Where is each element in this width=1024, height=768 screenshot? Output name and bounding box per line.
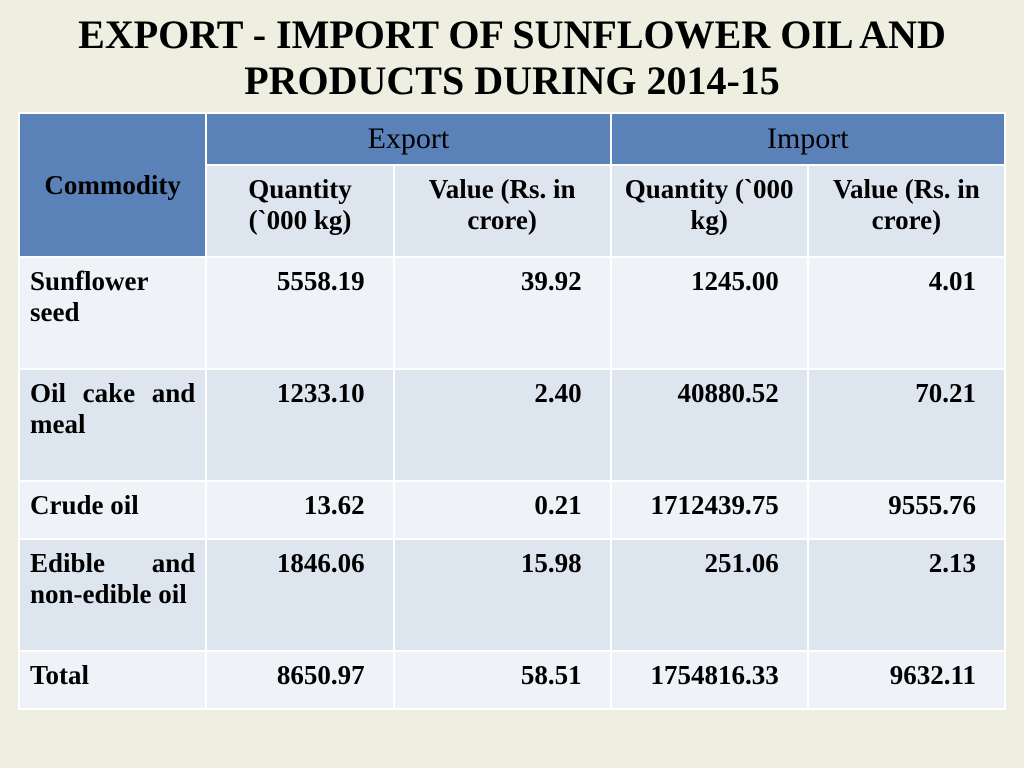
cell-value: 1712439.75 <box>611 481 808 539</box>
table-row: Edible and non-edible oil 1846.06 15.98 … <box>19 539 1005 651</box>
table-row: Crude oil 13.62 0.21 1712439.75 9555.76 <box>19 481 1005 539</box>
col-header-exp-qty: Quantity (`000 kg) <box>206 165 393 257</box>
row-label: Total <box>19 651 206 709</box>
cell-value: 9632.11 <box>808 651 1005 709</box>
cell-value: 70.21 <box>808 369 1005 481</box>
cell-value: 0.21 <box>394 481 611 539</box>
cell-value: 2.13 <box>808 539 1005 651</box>
cell-value: 2.40 <box>394 369 611 481</box>
row-label: Crude oil <box>19 481 206 539</box>
slide: EXPORT - IMPORT OF SUNFLOWER OIL AND PRO… <box>0 0 1024 768</box>
table-row: Sunflower seed 5558.19 39.92 1245.00 4.0… <box>19 257 1005 369</box>
cell-value: 251.06 <box>611 539 808 651</box>
cell-value: 15.98 <box>394 539 611 651</box>
cell-value: 8650.97 <box>206 651 393 709</box>
page-title: EXPORT - IMPORT OF SUNFLOWER OIL AND PRO… <box>18 12 1006 104</box>
cell-value: 1846.06 <box>206 539 393 651</box>
col-header-export: Export <box>206 113 610 165</box>
col-header-imp-val: Value (Rs. in crore) <box>808 165 1005 257</box>
col-header-imp-qty: Quantity (`000 kg) <box>611 165 808 257</box>
table-header-row-1: Commodity Export Import <box>19 113 1005 165</box>
row-label: Edible and non-edible oil <box>19 539 206 651</box>
cell-value: 39.92 <box>394 257 611 369</box>
cell-value: 13.62 <box>206 481 393 539</box>
col-header-commodity: Commodity <box>19 113 206 257</box>
cell-value: 1233.10 <box>206 369 393 481</box>
cell-value: 9555.76 <box>808 481 1005 539</box>
table-row: Total 8650.97 58.51 1754816.33 9632.11 <box>19 651 1005 709</box>
row-label: Sunflower seed <box>19 257 206 369</box>
cell-value: 5558.19 <box>206 257 393 369</box>
cell-value: 1754816.33 <box>611 651 808 709</box>
cell-value: 1245.00 <box>611 257 808 369</box>
col-header-exp-val: Value (Rs. in crore) <box>394 165 611 257</box>
col-header-import: Import <box>611 113 1005 165</box>
cell-value: 4.01 <box>808 257 1005 369</box>
cell-value: 40880.52 <box>611 369 808 481</box>
cell-value: 58.51 <box>394 651 611 709</box>
table-row: Oil cake and meal 1233.10 2.40 40880.52 … <box>19 369 1005 481</box>
data-table: Commodity Export Import Quantity (`000 k… <box>18 112 1006 710</box>
row-label: Oil cake and meal <box>19 369 206 481</box>
